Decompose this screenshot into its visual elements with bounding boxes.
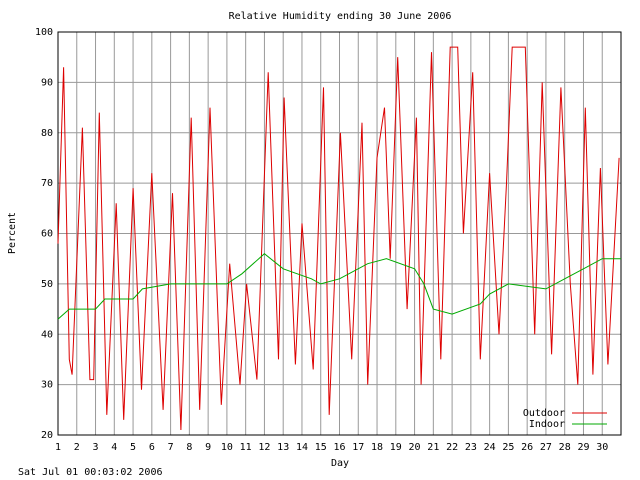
x-tick-label: 16	[333, 442, 345, 453]
x-tick-label: 21	[427, 442, 439, 453]
x-tick-label: 12	[258, 442, 270, 453]
data-line	[57, 253, 621, 320]
x-tick-label: 26	[521, 442, 533, 453]
x-tick-label: 11	[240, 442, 252, 453]
footer: Sat Jul 01 00:03:02 2006	[18, 467, 163, 478]
x-tick-label: 28	[559, 442, 571, 453]
y-axis-label: Percent	[7, 212, 18, 254]
x-tick-label: 29	[577, 442, 589, 453]
y-tick-label: 40	[41, 329, 53, 340]
x-tick-label: 6	[149, 442, 155, 453]
y-tick-label: 60	[41, 229, 53, 240]
y-tick-label: 50	[41, 279, 53, 290]
x-tick-label: 10	[221, 442, 233, 453]
legend-label: Outdoor	[523, 408, 565, 419]
y-tick-label: 70	[41, 178, 53, 189]
x-tick-label: 18	[371, 442, 383, 453]
x-tick-label: 17	[352, 442, 364, 453]
x-tick-label: 14	[296, 442, 308, 453]
x-tick-label: 25	[502, 442, 514, 453]
x-tick-label: 22	[446, 442, 458, 453]
y-tick-label: 100	[35, 27, 53, 38]
x-tick-label: 13	[277, 442, 289, 453]
y-tick-label: 20	[41, 430, 53, 441]
chart-title: Relative Humidity ending 30 June 2006	[229, 11, 452, 22]
x-tick-label: 5	[130, 442, 136, 453]
x-tick-label: 7	[168, 442, 174, 453]
legend-label: Indoor	[529, 419, 565, 430]
y-tick-label: 80	[41, 128, 53, 139]
x-tick-label: 1	[55, 442, 61, 453]
x-tick-label: 19	[390, 442, 402, 453]
x-tick-label: 30	[596, 442, 608, 453]
x-axis-label: Day	[331, 458, 349, 469]
x-tick-label: 27	[540, 442, 552, 453]
y-tick-label: 30	[41, 380, 53, 391]
x-tick-label: 15	[315, 442, 327, 453]
x-tick-label: 8	[186, 442, 192, 453]
x-tick-label: 23	[465, 442, 477, 453]
x-tick-label: 2	[74, 442, 80, 453]
x-tick-label: 9	[205, 442, 211, 453]
x-tick-label: 20	[409, 442, 421, 453]
x-tick-label: 3	[93, 442, 99, 453]
x-tick-label: 24	[484, 442, 496, 453]
data-line	[57, 46, 620, 431]
y-tick-label: 90	[41, 77, 53, 88]
x-tick-label: 4	[111, 442, 117, 453]
